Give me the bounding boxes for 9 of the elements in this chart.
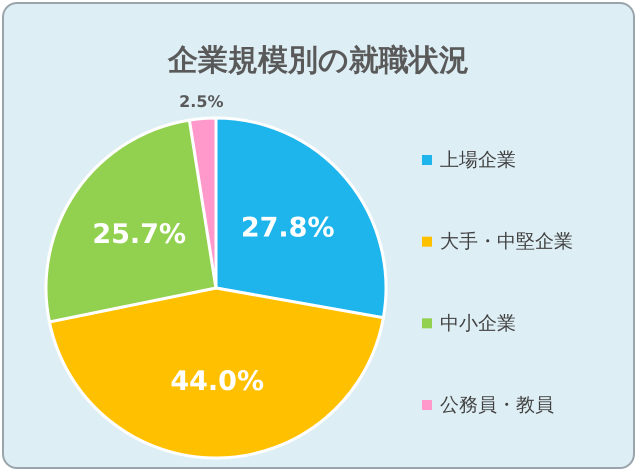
data-label: 25.7% (92, 219, 186, 250)
data-label: 2.5% (179, 92, 224, 112)
legend-label: 公務員・教員 (440, 394, 554, 416)
chart-title: 企業規模別の就職状況 (167, 43, 469, 78)
data-label: 44.0% (170, 366, 264, 397)
legend-label: 大手・中堅企業 (440, 230, 573, 253)
legend-label: 上場企業 (440, 149, 516, 171)
legend-label: 中小企業 (440, 312, 516, 334)
data-label: 27.8% (240, 212, 335, 244)
